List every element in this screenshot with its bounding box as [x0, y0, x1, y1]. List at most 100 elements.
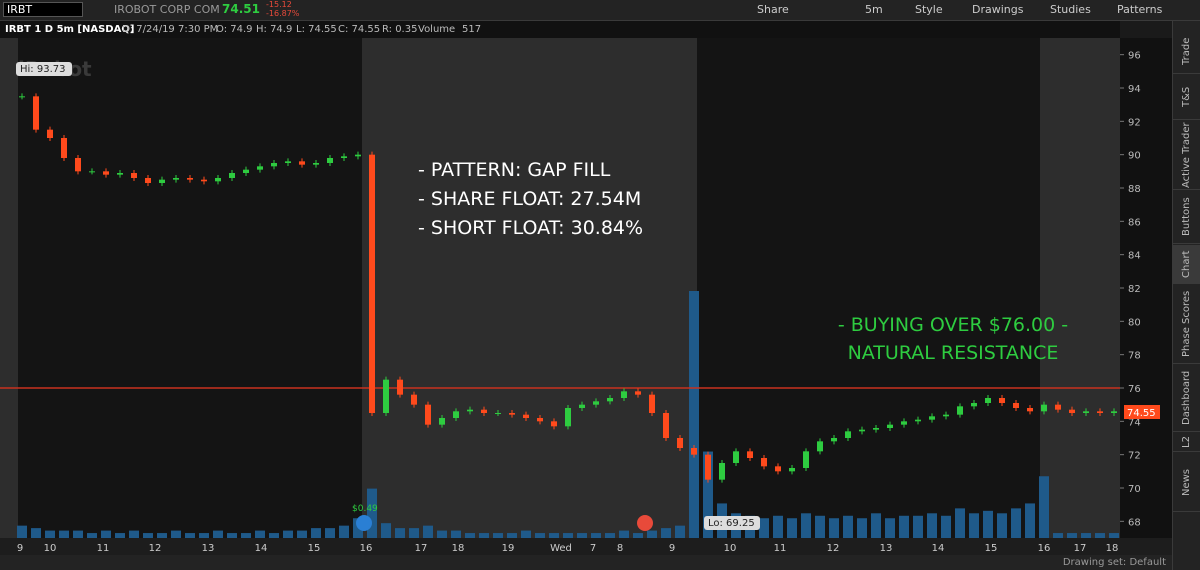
volume-bar	[227, 533, 237, 538]
toolbar-button[interactable]: Drawings	[972, 3, 1024, 16]
side-tab[interactable]: Chart	[1173, 245, 1200, 284]
candle-body	[677, 438, 683, 448]
candle-body	[19, 96, 25, 98]
resistance-annotation: - BUYING OVER $76.00 -	[838, 314, 1068, 336]
candle-body	[453, 411, 459, 418]
x-tick-label: 17	[1074, 543, 1087, 554]
header-high: H: 74.9	[256, 24, 293, 35]
volume-bar	[157, 533, 167, 538]
price-axis	[1120, 38, 1172, 538]
volume-bar	[1039, 476, 1049, 538]
candle-body	[887, 424, 893, 428]
candle-body	[509, 413, 515, 415]
candle-body	[201, 179, 207, 182]
change-pct: -16.87%	[266, 9, 300, 18]
volume-bar	[73, 530, 83, 538]
candle-body	[1041, 404, 1047, 412]
volume-bar	[199, 533, 209, 538]
annotation: - SHORT FLOAT: 30.84%	[418, 217, 643, 239]
volume-bar	[787, 518, 797, 538]
candle-body	[915, 419, 921, 422]
hi-label-bg	[16, 62, 72, 76]
volume-bar	[59, 530, 69, 538]
y-tick-label: 84	[1128, 251, 1141, 262]
candle-body	[635, 391, 641, 395]
x-tick-label: 13	[202, 543, 215, 554]
x-tick-label: 10	[44, 543, 57, 554]
side-tab[interactable]: Phase Scores	[1173, 285, 1200, 364]
volume-bar	[1053, 533, 1063, 538]
candle-body	[299, 161, 305, 165]
y-tick-label: 82	[1128, 284, 1141, 295]
volume-bar	[661, 528, 671, 538]
lo-label-bg	[704, 516, 760, 530]
toolbar-button[interactable]: Studies	[1050, 3, 1091, 16]
candle-body	[173, 178, 179, 180]
volume-bar	[1109, 533, 1119, 538]
side-tab[interactable]: L2	[1173, 433, 1200, 452]
candle-body	[159, 179, 165, 183]
volume-bar	[1011, 508, 1021, 538]
candle-body	[817, 441, 823, 452]
candle-body	[859, 429, 865, 432]
session-shade	[18, 38, 362, 538]
candle-body	[733, 451, 739, 463]
candle-body	[579, 404, 585, 408]
volume-bar	[339, 525, 349, 538]
x-tick-label: 11	[97, 543, 110, 554]
x-tick-label: 16	[360, 543, 373, 554]
drawing-set[interactable]: Drawing set: Default	[1063, 557, 1166, 568]
side-tab[interactable]: Dashboard	[1173, 365, 1200, 432]
volume-bar	[325, 528, 335, 538]
toolbar-button[interactable]: Share	[757, 3, 789, 16]
candle-body	[439, 418, 445, 425]
x-tick-label: 15	[308, 543, 321, 554]
side-tab[interactable]: Trade	[1173, 29, 1200, 74]
candle-body	[957, 406, 963, 415]
candle-body	[873, 428, 879, 430]
y-tick-label: 78	[1128, 351, 1141, 362]
volume-bar	[451, 530, 461, 538]
symbol-input[interactable]: IRBT	[3, 2, 83, 17]
candle-body	[551, 421, 557, 427]
side-tab[interactable]: Buttons	[1173, 191, 1200, 244]
side-tab[interactable]: Active Trader	[1173, 121, 1200, 190]
volume-bar	[1067, 533, 1077, 538]
candle-body	[719, 463, 725, 480]
volume-bar	[381, 523, 391, 538]
volume-bar	[465, 533, 475, 538]
x-tick-label: 12	[827, 543, 840, 554]
x-tick-label: 9	[669, 543, 675, 554]
y-tick-label: 86	[1128, 217, 1141, 228]
volume-bar	[493, 533, 503, 538]
candle-body	[495, 413, 501, 414]
toolbar-button[interactable]: Style	[915, 3, 943, 16]
y-tick-label: 94	[1128, 84, 1141, 95]
x-tick-label: 14	[932, 543, 945, 554]
candle-body	[229, 173, 235, 178]
volume-bar	[1081, 533, 1091, 538]
side-tab[interactable]: News	[1173, 453, 1200, 512]
candle-body	[103, 171, 109, 175]
volume-bar	[115, 533, 125, 538]
candle-body	[705, 454, 711, 480]
candle-body	[537, 418, 543, 422]
volume-bar	[885, 518, 895, 538]
volume-bar	[563, 533, 573, 538]
hi-label: Hi: 93.73	[20, 64, 65, 75]
session-shade	[697, 38, 1040, 538]
volume-bar	[577, 533, 587, 538]
volume-bar	[815, 515, 825, 538]
candle-body	[481, 409, 487, 413]
candle-body	[999, 398, 1005, 403]
volume-bar	[955, 508, 965, 538]
toolbar-button[interactable]: 5m	[865, 3, 883, 16]
volume-bar	[689, 291, 699, 538]
event-icon	[637, 515, 653, 531]
side-tab[interactable]: T&S	[1173, 75, 1200, 120]
candle-body	[383, 379, 389, 413]
candle-body	[943, 414, 949, 417]
footer	[0, 555, 1172, 570]
side-tabs: Trade T&S Active Trader Buttons Chart Phase S…	[1172, 21, 1200, 570]
toolbar-button[interactable]: Patterns	[1117, 3, 1163, 16]
